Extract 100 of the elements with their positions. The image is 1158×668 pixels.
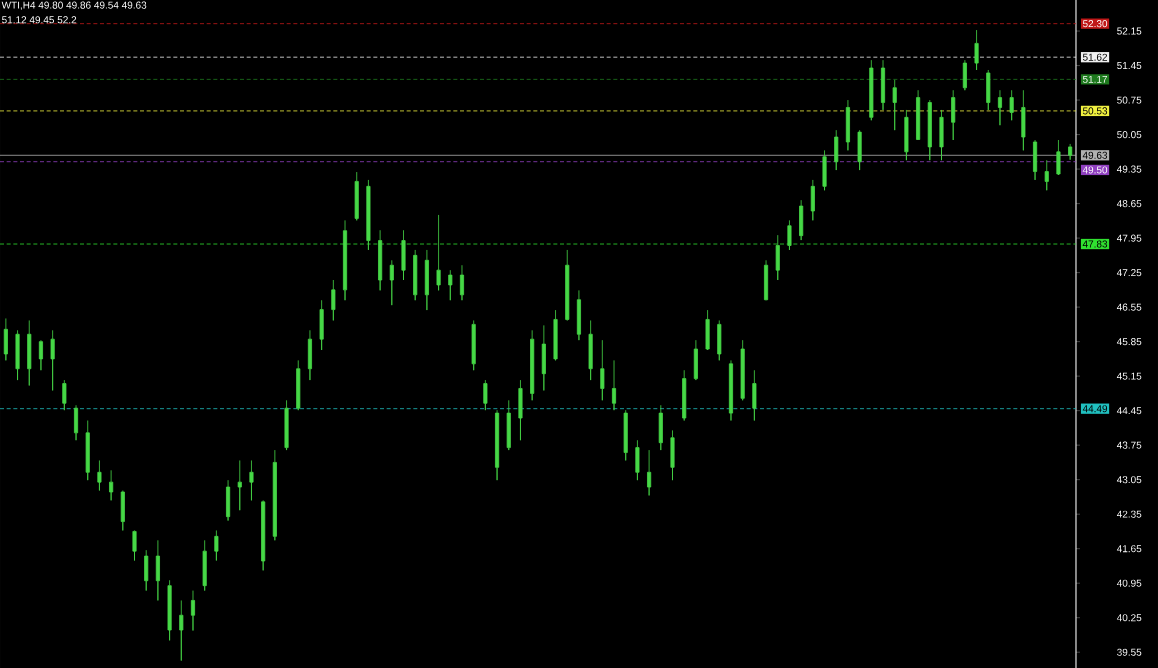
y-tick-label: 43.05 [1116,476,1142,484]
candlestick [693,339,698,381]
candlestick [366,179,371,251]
candlestick [506,399,511,451]
candlestick [530,329,535,401]
candlestick [378,229,383,291]
candlestick [1021,89,1026,151]
candlestick [670,429,675,481]
y-tick-label: 43.75 [1116,441,1142,449]
y-tick-label: 40.25 [1116,614,1142,622]
candlestick [647,449,652,496]
candlestick [658,404,663,451]
candlestick [319,299,324,351]
candlestick [307,329,312,381]
y-tick-label: 49.35 [1116,165,1142,173]
candlestick [62,379,67,411]
candlestick [541,324,546,391]
candlestick [389,259,394,306]
text: 51.12 49.45 52.2 [2,16,77,24]
y-tick-label: 45.15 [1116,372,1142,380]
candlestick [50,329,55,391]
candlestick [3,318,8,361]
candlestick [74,404,79,441]
candlestick [120,490,125,531]
candlestick [424,249,429,311]
candlestick [214,530,219,561]
ref-line-label: 50.53 [1082,107,1108,115]
candlestick [740,339,745,401]
y-tick-label: 44.45 [1116,407,1142,415]
candlestick [728,359,734,421]
candlestick [459,264,465,301]
candlestick [471,320,476,371]
candlestick [436,214,441,291]
candlestick [810,179,815,221]
candlestick [764,259,769,301]
candlestick [109,469,114,501]
candlestick [237,460,242,511]
ref-line-label: 52.30 [1082,20,1108,28]
candlestick [962,59,967,91]
candlestick [331,279,336,321]
candlestick [38,339,43,371]
candlestick [611,359,617,411]
candlestick [717,320,722,361]
candlestick [904,109,909,161]
candlestick [565,249,570,321]
y-tick-label: 48.65 [1116,200,1142,208]
candlestick [635,439,640,481]
candlestick [85,420,90,481]
candlestick [799,199,804,241]
candlestick [296,359,301,411]
candlestick [857,129,862,171]
y-tick-label: 39.55 [1117,648,1142,656]
y-tick-label: 52.15 [1117,27,1142,35]
y-tick-label: 46.55 [1116,303,1142,311]
candlestick [179,600,184,661]
candlestick [974,29,979,71]
ref-line-label: 51.62 [1082,53,1108,61]
candlestick [916,89,921,141]
candlestick [1009,89,1014,121]
candlestick [600,339,605,401]
candlestick [190,590,196,631]
y-tick-label: 41.65 [1116,545,1142,553]
candlestick [845,99,850,151]
candlestick [576,289,581,341]
candlestick [249,460,254,501]
candlestick [342,219,348,301]
candlestick [15,329,20,381]
y-tick-label: 51.45 [1117,62,1142,70]
candlestick [132,530,137,561]
candlestick [226,479,231,521]
candlestick [167,579,172,641]
candlestick [623,409,628,461]
candlestick [401,229,406,281]
candlestick [682,369,687,421]
candlestick [144,549,149,591]
candlestick [869,59,874,121]
candlestick [588,320,593,381]
candlestick [880,59,886,111]
candlestick [997,89,1003,126]
candlestick [354,171,359,221]
candlestick [822,149,827,191]
candlestick [155,539,160,601]
y-tick-label: 47.25 [1116,269,1142,277]
ref-line-label: 51.17 [1082,75,1108,83]
y-tick-label: 47.95 [1116,234,1142,242]
candlestick [27,320,32,386]
candlestick [202,539,207,591]
y-tick-label: 42.35 [1116,510,1142,518]
candlestick [834,129,839,171]
y-tick-label: 45.85 [1116,338,1142,346]
candlestick [448,269,453,301]
y-tick-label: 40.95 [1116,579,1142,587]
candlestick [518,379,523,441]
candlestick [413,249,418,301]
candlestick [553,309,558,361]
candlestick [892,79,897,131]
ref-line-label: 49.63 [1082,151,1108,159]
candlestick [97,460,102,491]
candlestick [939,109,944,161]
candlestick [986,69,991,111]
